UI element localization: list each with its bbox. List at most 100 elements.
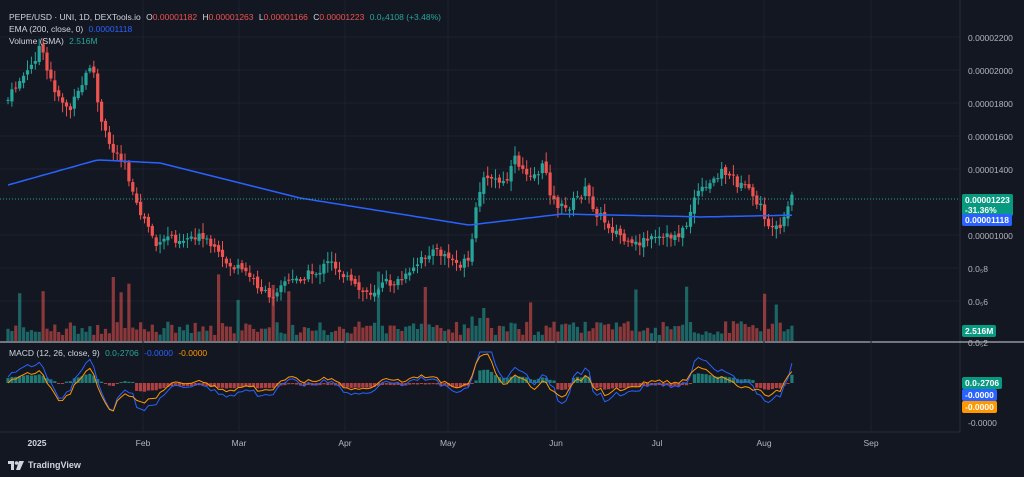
candle <box>634 241 638 245</box>
volume-bar <box>232 333 236 341</box>
volume-bar <box>755 328 759 341</box>
volume-bar <box>610 329 615 341</box>
volume-bar <box>209 325 213 341</box>
macd-histogram-bar <box>532 379 537 383</box>
macd-histogram-bar <box>614 383 618 388</box>
candle <box>404 273 408 279</box>
macd-line-tag: -0.0000 <box>962 389 997 401</box>
volume-bar <box>314 330 318 341</box>
macd-histogram-bar <box>330 383 334 385</box>
candle <box>400 279 404 281</box>
volume-bar <box>513 323 517 341</box>
volume-bar <box>782 331 786 341</box>
macd-histogram-bar <box>365 383 369 388</box>
macd-histogram-bar <box>435 383 439 385</box>
candle <box>685 225 689 227</box>
candle <box>10 89 14 102</box>
macd-histogram-bar <box>408 383 412 385</box>
ema-legend[interactable]: EMA (200, close, 0) 0.00001118 <box>9 24 135 35</box>
volume-bar <box>205 330 209 341</box>
candle <box>45 52 49 71</box>
macd-histogram-bar <box>213 383 217 387</box>
volume-bar <box>462 324 466 341</box>
volume-bar <box>759 331 763 341</box>
volume-bar <box>657 334 661 341</box>
volume-bar <box>653 327 657 341</box>
volume-bar <box>766 328 771 341</box>
macd-histogram-bar <box>486 369 490 383</box>
candle <box>25 70 30 75</box>
macd-histogram-bar <box>201 383 205 386</box>
candle <box>755 195 759 205</box>
volume-bar <box>88 326 92 341</box>
macd-histogram-bar <box>57 383 61 384</box>
macd-histogram-bar <box>575 376 579 383</box>
volume-bar <box>743 324 747 341</box>
macd-histogram-bar <box>525 377 529 383</box>
volume-bar <box>466 328 470 341</box>
volume-bar <box>384 333 388 341</box>
candle <box>369 292 373 295</box>
volume-bar <box>571 322 576 341</box>
macd-histogram-bar <box>513 375 517 383</box>
price-tick: 0.0₅2 <box>968 338 988 348</box>
volume-bar <box>497 325 501 341</box>
macd-histogram-bar <box>318 383 322 386</box>
candle <box>18 81 22 89</box>
volume-bar <box>291 324 295 341</box>
macd-histogram-bar <box>419 383 423 384</box>
volume-bar <box>731 321 735 341</box>
candle <box>100 101 104 122</box>
volume-bar <box>677 326 681 341</box>
candle <box>41 44 45 53</box>
time-label: Apr <box>338 438 352 448</box>
macd-legend[interactable]: MACD (12, 26, close, 9) 0.0₇2706 -0.0000… <box>9 348 210 359</box>
candle <box>622 233 626 242</box>
macd-histogram-bar <box>786 383 790 385</box>
candle <box>583 186 587 197</box>
macd-histogram-bar <box>458 383 462 388</box>
volume-legend[interactable]: Volume (SMA) 2.516M <box>9 36 101 47</box>
volume-bar <box>408 325 412 341</box>
time-label: 2025 <box>27 438 47 448</box>
macd-histogram-bar <box>505 378 509 383</box>
candle <box>111 143 115 153</box>
volume-bar <box>439 327 443 341</box>
candle <box>435 248 439 250</box>
macd-histogram-bar <box>88 373 92 383</box>
candle <box>248 272 252 277</box>
candle <box>365 290 369 292</box>
price-tick: 0.00001400 <box>968 165 1013 175</box>
macd-histogram-bar <box>142 383 147 392</box>
candle <box>6 99 10 101</box>
candle <box>353 278 357 284</box>
volume-bar <box>220 323 225 341</box>
volume-bar <box>763 293 767 341</box>
candle <box>88 68 92 72</box>
macd-histogram-bar <box>228 383 232 389</box>
candle <box>72 96 76 109</box>
candle <box>560 203 564 207</box>
volume-bar <box>458 334 462 341</box>
candle <box>201 232 205 239</box>
volume-bar <box>501 326 505 341</box>
volume-bar <box>747 326 751 341</box>
symbol-label[interactable]: PEPE/USD · UNI, 1D, DEXTools.io <box>9 12 141 22</box>
macd-histogram-bar <box>603 383 607 390</box>
volume-bar <box>330 332 334 341</box>
macd-histogram-bar <box>263 383 267 388</box>
tradingview-logo[interactable]: TradingView <box>8 460 81 470</box>
volume-bar <box>49 331 53 341</box>
macd-histogram-bar <box>493 375 498 383</box>
price-tick: 0.0₅6 <box>968 297 988 307</box>
macd-histogram-bar <box>259 383 264 389</box>
time-label: May <box>439 438 457 448</box>
candle <box>127 162 131 182</box>
candle <box>314 274 318 276</box>
candle <box>170 234 174 236</box>
price-tick: 0.00002200 <box>968 33 1013 43</box>
volume-bar <box>275 322 279 341</box>
macd-histogram-bar <box>135 383 139 391</box>
candle <box>150 226 154 236</box>
